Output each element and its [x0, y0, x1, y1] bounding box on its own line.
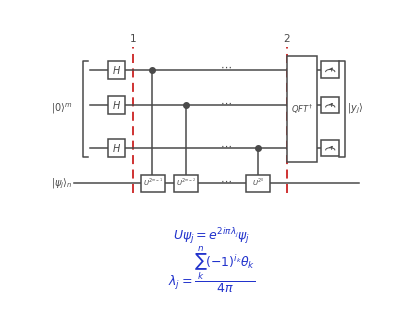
- Text: $\cdots$: $\cdots$: [220, 140, 232, 151]
- Text: $H$: $H$: [112, 64, 121, 76]
- FancyBboxPatch shape: [321, 140, 339, 156]
- FancyBboxPatch shape: [108, 139, 125, 157]
- Text: $U^{2^{m-1}}$: $U^{2^{m-1}}$: [142, 177, 163, 190]
- Text: $\lambda_j = \dfrac{\sum_k^n (-1)^{i_k}\theta_k}{4\pi}$: $\lambda_j = \dfrac{\sum_k^n (-1)^{i_k}\…: [168, 244, 255, 295]
- Text: $|y_j\rangle$: $|y_j\rangle$: [347, 102, 363, 116]
- FancyBboxPatch shape: [287, 56, 317, 162]
- Text: 2: 2: [284, 34, 290, 44]
- Text: $H$: $H$: [112, 99, 121, 111]
- Text: $\cdots$: $\cdots$: [220, 176, 232, 186]
- Text: $U^{2^{m-2}}$: $U^{2^{m-2}}$: [176, 177, 196, 190]
- Text: 1: 1: [130, 34, 137, 44]
- Text: $H$: $H$: [112, 142, 121, 154]
- FancyBboxPatch shape: [108, 61, 125, 78]
- Text: $U^{2^0}$: $U^{2^0}$: [252, 177, 265, 190]
- Text: $QFT^{\dagger}$: $QFT^{\dagger}$: [291, 102, 313, 115]
- Text: $|0\rangle^m$: $|0\rangle^m$: [51, 102, 72, 116]
- FancyBboxPatch shape: [174, 175, 198, 192]
- Text: $U\psi_j = e^{2i\pi\lambda_j}\psi_j$: $U\psi_j = e^{2i\pi\lambda_j}\psi_j$: [173, 226, 250, 246]
- Text: $\cdots$: $\cdots$: [220, 62, 232, 72]
- Text: $|\psi_j\rangle_n$: $|\psi_j\rangle_n$: [51, 176, 72, 191]
- FancyBboxPatch shape: [246, 175, 270, 192]
- FancyBboxPatch shape: [108, 96, 125, 114]
- Text: $\cdots$: $\cdots$: [220, 97, 232, 108]
- FancyBboxPatch shape: [321, 97, 339, 113]
- FancyBboxPatch shape: [321, 61, 339, 78]
- FancyBboxPatch shape: [140, 175, 165, 192]
